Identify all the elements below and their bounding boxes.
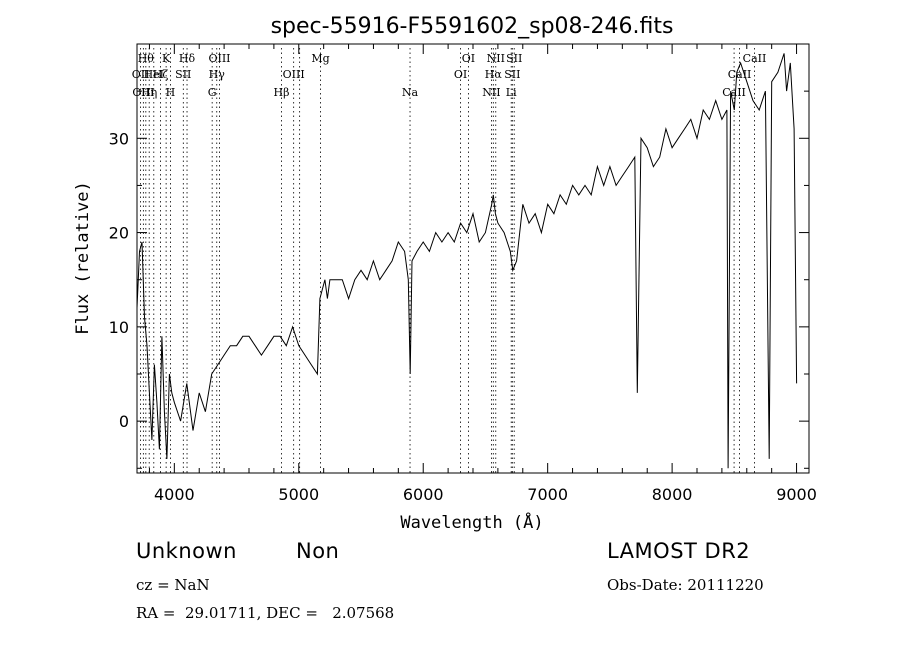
x-tick-label-3: 7000	[527, 485, 568, 504]
coordinates: RA = 29.01711, DEC = 2.07568	[136, 604, 395, 622]
line-label-18: OI	[454, 68, 467, 81]
line-label-0: OII	[132, 68, 150, 81]
line-label-13: Hβ	[274, 86, 290, 99]
x-tick-label-5: 9000	[776, 485, 817, 504]
line-label-27: CaII	[728, 68, 752, 81]
x-tick-label-2: 6000	[403, 485, 444, 504]
line-label-11: Hγ	[209, 68, 226, 81]
line-label-9: Hδ	[179, 52, 196, 65]
line-label-25: SII	[506, 52, 522, 65]
line-label-24: SII	[504, 68, 520, 81]
y-tick-label-2: 20	[109, 224, 129, 243]
line-label-21: Hα	[485, 68, 503, 81]
line-label-16: Mg	[311, 52, 329, 65]
line-label-20: NII	[482, 86, 500, 99]
x-tick-label-1: 5000	[278, 485, 319, 504]
x-tick-label-0: 4000	[154, 485, 195, 504]
line-label-19: OI	[462, 52, 475, 65]
x-axis: 4000 5000 6000 7000 8000 9000	[148, 44, 817, 504]
x-axis-label: Wavelength (Å)	[400, 511, 543, 533]
spectrum-line	[136, 53, 798, 469]
line-label-8: SII	[175, 68, 191, 81]
survey-name: LAMOST DR2	[607, 539, 751, 563]
y-axis: 0 10 20 30	[109, 90, 809, 469]
line-label-22: NII	[487, 52, 505, 65]
line-label-5: Hζ	[153, 68, 169, 81]
y-axis-label: Flux (relative)	[73, 181, 93, 335]
line-label-4: HeI	[144, 68, 164, 81]
x-tick-label-4: 8000	[652, 485, 693, 504]
y-tick-label-3: 30	[109, 129, 129, 148]
emission-line-markers: OIIOIIIHθHηHeIHζKHSIIHδGHγOIIIHβOIIIMgNa…	[132, 48, 767, 473]
line-label-12: OIII	[208, 52, 230, 65]
spectral-subclass: Non	[296, 539, 340, 563]
line-label-17: Na	[402, 86, 419, 99]
line-label-26: CaII	[722, 86, 746, 99]
plot-frame	[136, 43, 810, 474]
observation-date: Obs-Date: 20111220	[607, 576, 764, 594]
spectral-class: Unknown	[136, 539, 237, 563]
line-label-2: Hθ	[138, 52, 155, 65]
line-label-10: G	[208, 86, 217, 99]
line-label-14: OIII	[283, 68, 305, 81]
line-label-3: Hη	[141, 86, 157, 99]
line-label-23: Li	[506, 86, 517, 99]
line-label-28: CaII	[743, 52, 767, 65]
y-tick-label-1: 10	[109, 318, 129, 337]
chart-title: spec-55916-F5591602_sp08-246.fits	[271, 14, 674, 39]
redshift-cz: cz = NaN	[136, 576, 210, 594]
spectrum-series	[136, 53, 798, 469]
line-label-7: H	[166, 86, 176, 99]
line-label-6: K	[162, 52, 171, 65]
y-tick-label-0: 0	[119, 412, 129, 431]
